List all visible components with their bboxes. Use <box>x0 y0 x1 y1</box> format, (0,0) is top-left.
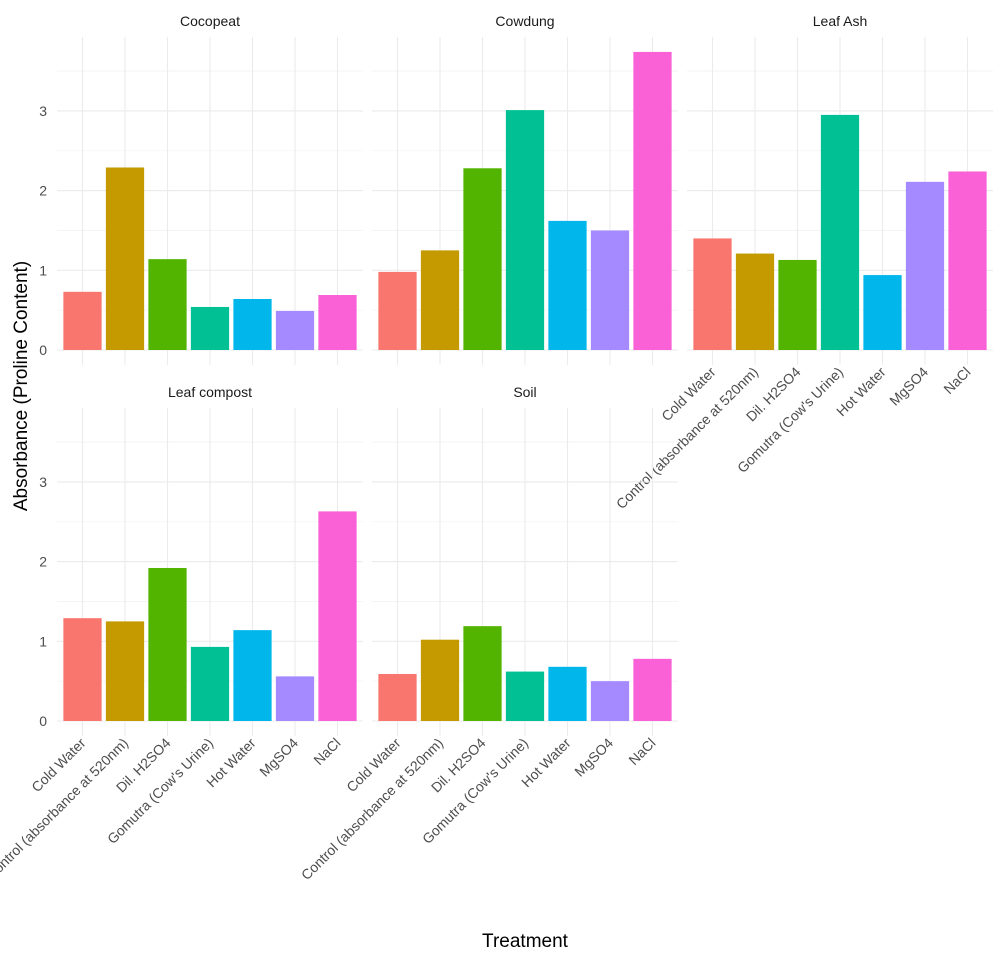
bar-gomutra-cow-s-urine <box>190 646 230 721</box>
x-tick-label: NaCl <box>310 735 343 768</box>
bar-hot-water <box>863 275 902 350</box>
bar-hot-water <box>233 630 272 721</box>
bar-nacl <box>633 658 672 721</box>
bar-hot-water <box>233 298 272 350</box>
bar-nacl <box>318 511 357 721</box>
facet-strip-title: Leaf Ash <box>813 13 868 29</box>
bar-mgso4 <box>590 230 630 350</box>
bar-dil-h2so4 <box>463 168 502 350</box>
bar-control-absorbance-at-520nm <box>420 250 460 350</box>
y-tick-label: 0 <box>39 342 47 358</box>
y-tick-label: 3 <box>39 474 47 490</box>
bar-cold-water <box>63 291 102 350</box>
facet-strip-title: Leaf compost <box>168 384 252 400</box>
bar-nacl <box>633 51 672 351</box>
bar-dil-h2so4 <box>778 259 817 350</box>
bar-control-absorbance-at-520nm <box>105 621 145 721</box>
x-axis-title: Treatment <box>482 931 569 952</box>
bar-dil-h2so4 <box>148 567 187 721</box>
bar-cold-water <box>378 673 417 721</box>
bar-cold-water <box>693 238 732 350</box>
x-tick-label: MgSO4 <box>571 735 616 780</box>
y-tick-label: 0 <box>39 713 47 729</box>
bar-control-absorbance-at-520nm <box>735 253 775 350</box>
x-tick-label: MgSO4 <box>886 364 931 409</box>
bar-control-absorbance-at-520nm <box>105 167 145 350</box>
bar-nacl <box>318 295 357 350</box>
bar-mgso4 <box>905 181 945 350</box>
bar-nacl <box>948 171 987 350</box>
facet-panel-cocopeat: Cocopeat 0 1 2 3 <box>39 13 363 365</box>
y-tick-label: 2 <box>39 554 47 570</box>
facet-strip-title: Soil <box>513 384 536 400</box>
y-axis-title: Absorbance (Proline Content) <box>11 261 32 511</box>
bar-cold-water <box>63 618 102 721</box>
bar-control-absorbance-at-520nm <box>420 639 460 721</box>
y-tick-label: 2 <box>39 183 47 199</box>
y-tick-label: 1 <box>39 262 47 278</box>
bar-hot-water <box>548 220 587 350</box>
x-tick-label: NaCl <box>940 364 973 397</box>
x-tick-label: MgSO4 <box>256 735 301 780</box>
bar-dil-h2so4 <box>148 259 187 350</box>
bar-cold-water <box>378 271 417 350</box>
bar-gomutra-cow-s-urine <box>505 110 545 350</box>
bar-gomutra-cow-s-urine <box>190 306 230 350</box>
bar-dil-h2so4 <box>463 626 502 721</box>
x-tick-label: NaCl <box>625 735 658 768</box>
y-tick-label: 3 <box>39 103 47 119</box>
bar-gomutra-cow-s-urine <box>820 114 860 350</box>
bar-mgso4 <box>590 681 630 721</box>
facet-strip-title: Cowdung <box>495 13 554 29</box>
bar-gomutra-cow-s-urine <box>505 671 545 721</box>
bar-mgso4 <box>275 310 315 350</box>
facet-panel-cowdung: Cowdung <box>372 13 678 365</box>
facet-strip-title: Cocopeat <box>180 13 240 29</box>
y-tick-label: 1 <box>39 633 47 649</box>
bar-hot-water <box>548 666 587 721</box>
bar-mgso4 <box>275 676 315 721</box>
